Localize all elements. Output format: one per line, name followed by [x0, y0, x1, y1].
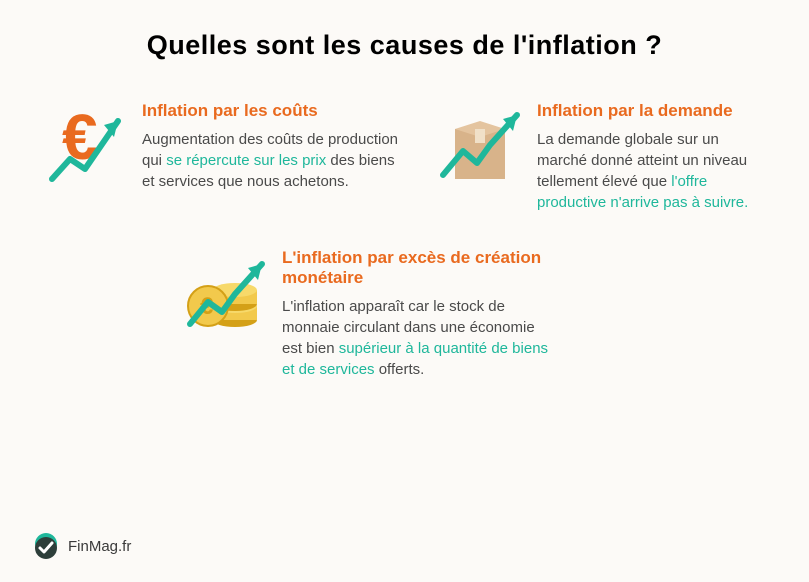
card-demand-body: La demande globale sur un marché donné a… [537, 129, 765, 213]
card-monetary-text: L'inflation par excès de création monéta… [282, 248, 552, 380]
page-title: Quelles sont les causes de l'inflation ? [40, 30, 769, 61]
card-monetary-heading: L'inflation par excès de création monéta… [282, 248, 552, 288]
euro-arrow-icon: € [40, 101, 130, 191]
card-demand-heading: Inflation par la demande [537, 101, 765, 121]
card-demand-text: Inflation par la demande La demande glob… [537, 101, 765, 213]
brand-name: FinMag.fr [68, 538, 131, 555]
box-arrow-icon [435, 101, 525, 191]
card-cost-body: Augmentation des coûts de production qui… [142, 129, 405, 192]
card-cost-text: Inflation par les coûts Augmentation des… [142, 101, 405, 213]
card-monetary-inflation: € L'inflation par excès de création moné… [180, 248, 552, 380]
coins-arrow-icon: € [180, 248, 270, 338]
row-2: € L'inflation par excès de création moné… [40, 248, 769, 380]
card-demand-inflation: Inflation par la demande La demande glob… [435, 101, 765, 213]
card-cost-inflation: € Inflation par les coûts Augmentation d… [40, 101, 405, 213]
finmag-logo-icon [32, 532, 60, 560]
row-1: € Inflation par les coûts Augmentation d… [40, 101, 769, 213]
brand-logo: FinMag.fr [32, 532, 131, 560]
card-monetary-body: L'inflation apparaît car le stock de mon… [282, 296, 552, 380]
card-cost-heading: Inflation par les coûts [142, 101, 405, 121]
